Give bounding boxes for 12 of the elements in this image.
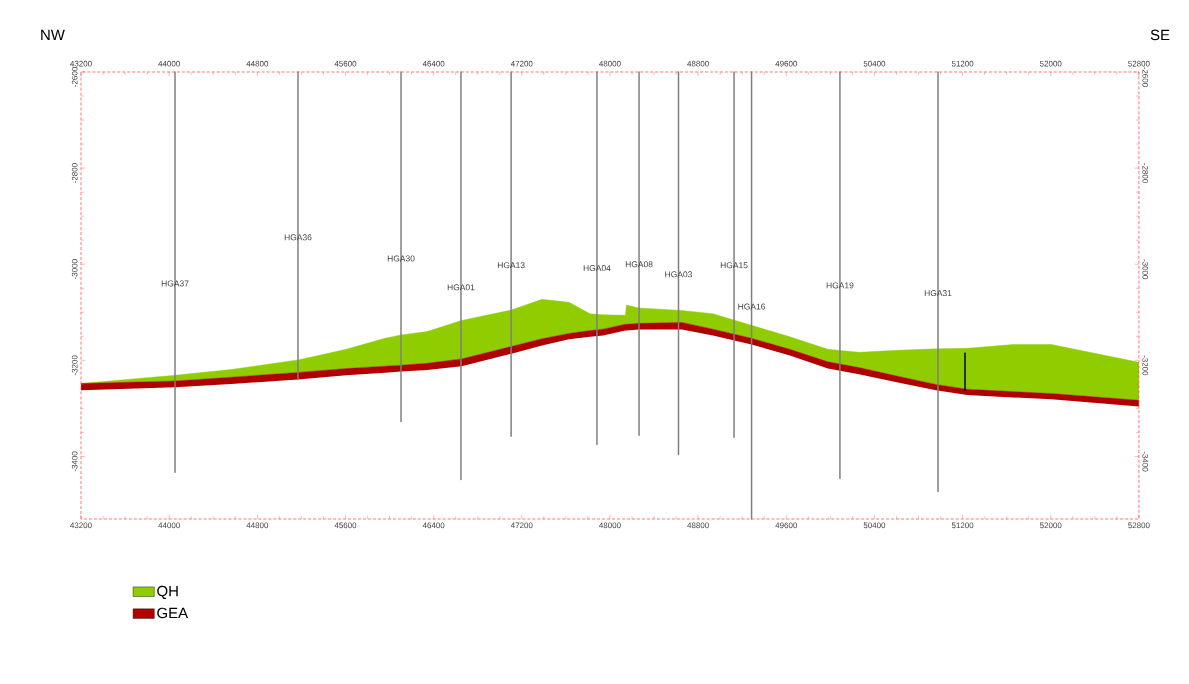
- text: SE: [1150, 29, 1170, 41]
- annotation: HGA04: [583, 265, 611, 272]
- annotation: HGA08: [625, 261, 653, 268]
- text: NW: [41, 29, 65, 41]
- annotation: HGA15: [720, 262, 748, 269]
- legend-label: QH: [157, 585, 178, 600]
- annotation: HGA30: [387, 255, 415, 262]
- annotation: HGA31: [924, 290, 952, 297]
- annotation: HGA19: [826, 282, 854, 289]
- annotation: HGA01: [447, 284, 475, 291]
- legend-label: GEA: [157, 607, 189, 619]
- annotation: HGA37: [161, 280, 189, 287]
